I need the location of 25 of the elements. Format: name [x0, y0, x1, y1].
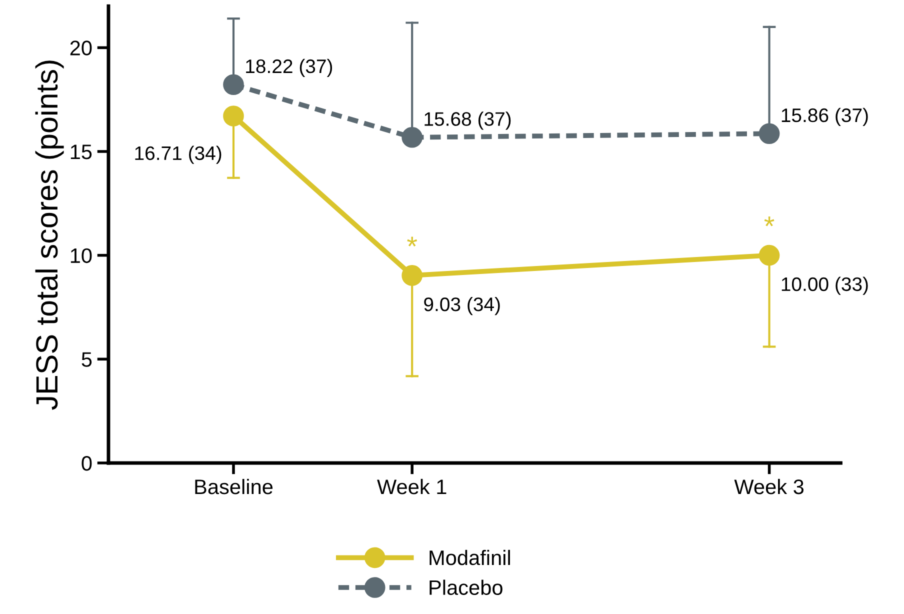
- annotation: *: [407, 236, 418, 246]
- x-tick-label: Baseline: [195, 478, 273, 494]
- legend-label: Modafinil: [430, 550, 510, 566]
- y-tick-label: 5: [82, 352, 92, 367]
- y-tick-label: 0: [82, 456, 92, 471]
- data-label: 15.68 (37): [424, 112, 511, 130]
- y-axis-title: JESS total scores (points): [35, 60, 64, 410]
- data-label: 10.00 (33): [782, 276, 868, 295]
- point: [758, 123, 780, 144]
- x-tick-label: Week 3: [734, 478, 804, 494]
- point: [223, 74, 244, 96]
- point: [402, 126, 423, 148]
- point: [758, 244, 780, 266]
- data-label: 15.86 (37): [782, 108, 868, 126]
- y-tick-label: 15: [70, 144, 92, 160]
- data-label: 9.03 (34): [424, 296, 500, 316]
- point: [402, 265, 423, 286]
- x-tick-label: Week 1: [377, 478, 446, 494]
- point: [223, 106, 244, 126]
- data-label: 16.71 (34): [135, 146, 222, 164]
- y-tick-label: 20: [70, 40, 92, 56]
- data-label: 18.22 (37): [246, 58, 332, 78]
- legend-label: Placebo: [430, 580, 502, 595]
- annotation: *: [764, 216, 774, 226]
- y-tick-label: 10: [70, 248, 92, 264]
